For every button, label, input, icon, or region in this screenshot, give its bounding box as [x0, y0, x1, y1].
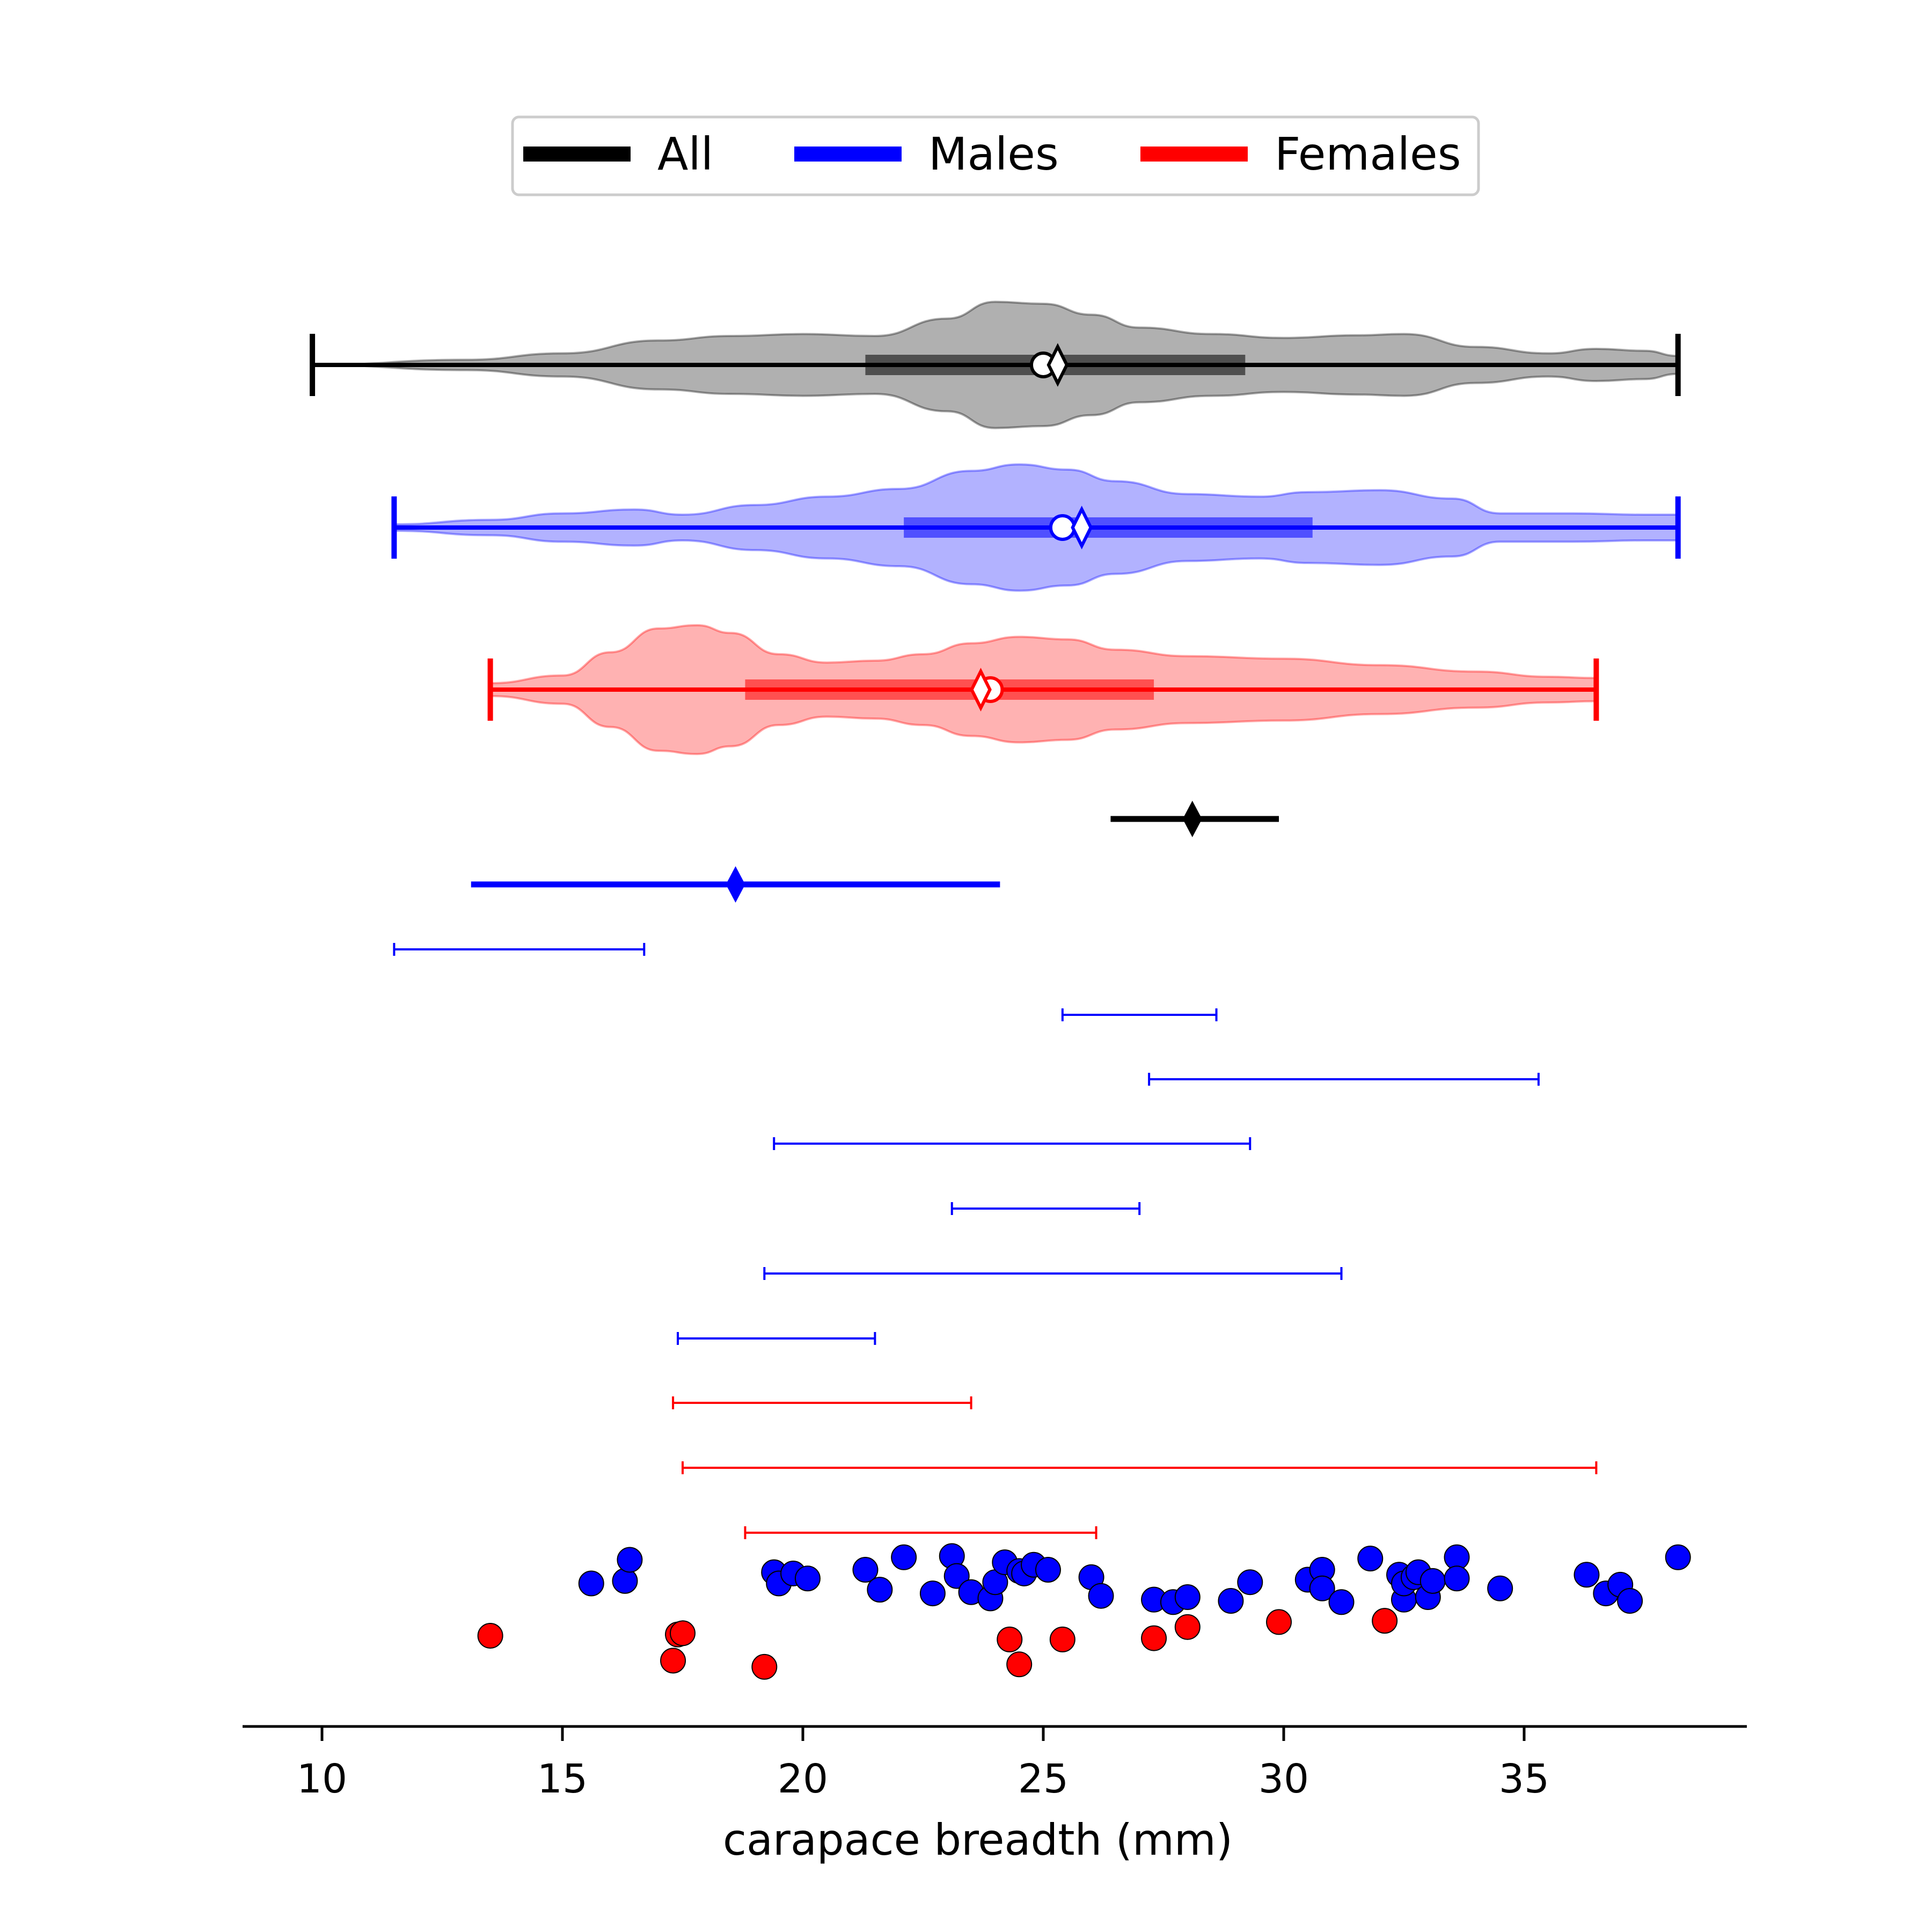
- point-males: [1309, 1575, 1335, 1601]
- points-females: [477, 1608, 1398, 1680]
- point-males: [852, 1557, 879, 1583]
- range-bar-2: [1148, 1073, 1540, 1086]
- violin-median-marker-males: [1071, 506, 1093, 550]
- summary-interval-0: [1110, 801, 1279, 837]
- x-tick-label: 20: [778, 1756, 828, 1802]
- point-males: [1328, 1589, 1355, 1615]
- point-females: [1372, 1608, 1398, 1634]
- range-bar-9: [744, 1526, 1097, 1539]
- point-males: [919, 1580, 946, 1607]
- point-females: [1141, 1625, 1167, 1651]
- point-males: [612, 1568, 638, 1594]
- violins-layer: [310, 301, 1681, 756]
- legend-label-all: All: [657, 128, 713, 180]
- range-bar-0: [393, 943, 646, 956]
- range-bar-3: [773, 1137, 1252, 1150]
- x-tick-label: 35: [1499, 1756, 1549, 1802]
- x-axis: 10 15 20 25 30 35 carapace breadth (mm): [243, 1725, 1747, 1865]
- point-males: [1487, 1575, 1513, 1601]
- point-males: [1444, 1565, 1470, 1592]
- point-males: [1174, 1584, 1201, 1611]
- points-males: [578, 1543, 1691, 1615]
- point-males: [1218, 1587, 1244, 1614]
- x-ticks: 10 15 20 25 30 35: [297, 1726, 1549, 1802]
- summary-interval-1: [471, 866, 1000, 903]
- point-males: [1237, 1569, 1263, 1596]
- point-females: [997, 1626, 1023, 1652]
- x-tick-label: 10: [297, 1756, 347, 1802]
- point-males: [1665, 1544, 1691, 1570]
- point-females: [477, 1622, 503, 1649]
- x-tick-label: 30: [1258, 1756, 1309, 1802]
- point-males: [1035, 1557, 1061, 1583]
- point-males: [578, 1570, 604, 1597]
- range-bar-5: [763, 1267, 1343, 1280]
- violin-males: [391, 463, 1681, 592]
- points-layer: [477, 1543, 1691, 1680]
- violin-all: [310, 301, 1681, 429]
- point-males: [794, 1565, 821, 1592]
- legend-swatch-females: [1140, 147, 1248, 162]
- violin-mean-marker-males: [1049, 514, 1076, 541]
- point-males: [617, 1547, 643, 1573]
- point-females: [1049, 1626, 1075, 1652]
- point-males: [943, 1563, 970, 1589]
- summary-interval-marker-0: [1182, 801, 1202, 837]
- point-males: [1419, 1568, 1446, 1594]
- point-males: [1088, 1583, 1114, 1609]
- violin-median-marker-all: [1046, 343, 1069, 387]
- point-males: [867, 1577, 893, 1603]
- ranges-layer: [393, 943, 1598, 1539]
- legend-label-females: Females: [1275, 128, 1461, 180]
- point-females: [751, 1653, 778, 1680]
- x-tick-label: 25: [1018, 1756, 1069, 1802]
- point-females: [660, 1648, 686, 1674]
- point-males: [1617, 1587, 1643, 1614]
- point-females: [1266, 1609, 1292, 1635]
- point-males: [1574, 1562, 1600, 1588]
- point-males: [891, 1544, 917, 1570]
- x-axis-label: carapace breadth (mm): [723, 1815, 1233, 1865]
- legend-swatch-males: [794, 147, 902, 162]
- violin-median-marker-females: [970, 668, 992, 712]
- point-females: [670, 1620, 696, 1646]
- legend-frame: [511, 115, 1480, 196]
- point-males: [1357, 1546, 1384, 1572]
- range-bar-4: [950, 1202, 1141, 1215]
- range-bar-8: [682, 1461, 1598, 1474]
- violin-females: [487, 624, 1599, 756]
- legend-swatch-all: [523, 147, 631, 162]
- range-bar-6: [677, 1332, 876, 1345]
- point-females: [1006, 1651, 1033, 1678]
- summary-interval-marker-1: [726, 866, 745, 903]
- point-females: [1174, 1614, 1201, 1640]
- legend-label-males: Males: [928, 128, 1059, 180]
- legend: All Males Females: [511, 115, 1480, 196]
- x-tick-label: 15: [537, 1756, 588, 1802]
- summary-intervals-layer: [471, 801, 1279, 903]
- range-bar-7: [672, 1396, 972, 1409]
- range-bar-1: [1061, 1008, 1218, 1021]
